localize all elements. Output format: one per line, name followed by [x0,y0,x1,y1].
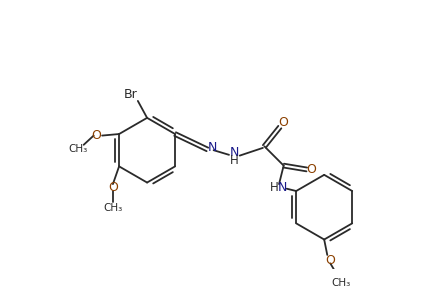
Text: O: O [91,129,101,142]
Text: H: H [270,181,279,194]
Text: O: O [325,254,335,267]
Text: O: O [278,116,288,129]
Text: O: O [306,163,316,176]
Text: CH₃: CH₃ [69,144,88,154]
Text: CH₃: CH₃ [332,278,351,288]
Text: N: N [230,146,239,159]
Text: N: N [277,181,287,194]
Text: Br: Br [123,88,137,101]
Text: N: N [207,141,217,154]
Text: O: O [108,182,118,194]
Text: CH₃: CH₃ [103,203,123,213]
Text: H: H [230,154,239,167]
